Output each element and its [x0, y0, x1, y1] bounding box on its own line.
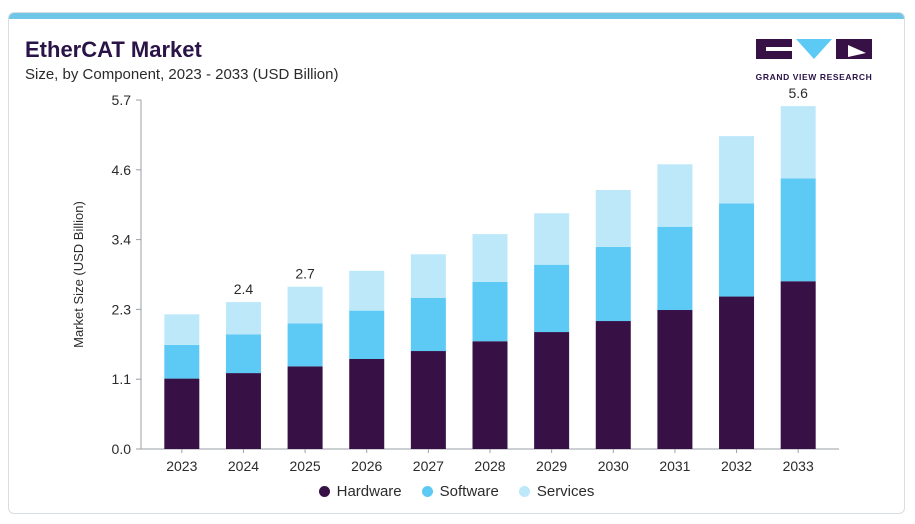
y-axis-title: Market Size (USD Billion)	[71, 201, 86, 348]
logo-text: GRAND VIEW RESEARCH	[755, 72, 873, 82]
bar-services-2028	[472, 234, 508, 282]
bar-hardware-2031	[657, 310, 693, 449]
y-tick-label: 3.4	[112, 232, 132, 248]
bar-services-2026	[349, 270, 385, 311]
bar-services-2029	[534, 213, 570, 265]
bar-hardware-2025	[287, 366, 323, 449]
legend-label: Services	[536, 483, 595, 500]
bar-services-2032	[719, 136, 755, 204]
bar-hardware-2028	[472, 341, 508, 449]
bar-software-2027	[410, 297, 446, 352]
x-tick-label: 2031	[659, 458, 690, 474]
bar-services-2027	[410, 254, 446, 298]
bar-software-2026	[349, 310, 385, 359]
bar-software-2033	[780, 178, 816, 282]
x-tick-label: 2026	[351, 458, 382, 474]
x-tick-label: 2030	[598, 458, 629, 474]
bar-software-2030	[595, 246, 631, 322]
bar-services-2030	[595, 190, 631, 247]
bar-hardware-2033	[780, 281, 816, 449]
bar-hardware-2032	[719, 296, 755, 449]
bar-software-2023	[164, 344, 200, 379]
data-label-2025: 2.7	[295, 266, 315, 282]
bar-software-2028	[472, 281, 508, 342]
x-tick-label: 2028	[474, 458, 505, 474]
logo-mark-icon	[756, 39, 872, 59]
chart-card: EtherCAT Market Size, by Component, 2023…	[8, 12, 905, 514]
legend-label: Software	[439, 483, 499, 500]
bar-software-2032	[719, 203, 755, 297]
data-label-2024: 2.4	[234, 281, 254, 297]
x-tick-label: 2023	[166, 458, 197, 474]
bar-services-2023	[164, 314, 200, 345]
chart-subtitle: Size, by Component, 2023 - 2033 (USD Bil…	[25, 66, 339, 83]
bar-hardware-2024	[225, 373, 261, 449]
bar-software-2025	[287, 323, 323, 367]
chart-title: EtherCAT Market	[25, 37, 202, 62]
x-tick-label: 2029	[536, 458, 567, 474]
y-tick-label: 1.1	[112, 371, 132, 387]
bar-services-2031	[657, 164, 693, 227]
bar-hardware-2023	[164, 378, 200, 449]
stacked-bar-chart: 0.0 1.1 2.3 3.4 4.6 5.7 Market Size (USD Billi…	[71, 85, 839, 474]
bar-hardware-2026	[349, 358, 385, 449]
legend-swatch	[318, 486, 330, 497]
y-tick-label: 4.6	[112, 162, 132, 178]
bar-software-2029	[534, 264, 570, 333]
bar-software-2024	[225, 334, 261, 374]
y-tick-label: 2.3	[112, 301, 132, 317]
legend-label: Hardware	[336, 483, 402, 500]
chart-legend: Hardware Software Services	[9, 483, 904, 500]
x-tick-label: 2024	[228, 458, 259, 474]
bar-services-2025	[287, 286, 323, 324]
bar-services-2024	[225, 302, 261, 335]
grand-view-research-logo: GRAND VIEW RESEARCH	[744, 35, 884, 87]
y-tick-label: 5.7	[112, 92, 132, 108]
bar-services-2033	[780, 106, 816, 179]
bar-software-2031	[657, 226, 693, 311]
legend-item-software: Software	[421, 483, 499, 500]
x-tick-label: 2033	[783, 458, 814, 474]
x-tick-label: 2027	[413, 458, 444, 474]
data-label-2033: 5.6	[788, 85, 808, 101]
x-tick-label: 2032	[721, 458, 752, 474]
legend-item-hardware: Hardware	[318, 483, 402, 500]
legend-swatch	[421, 486, 433, 497]
accent-top-bar	[9, 13, 904, 19]
legend-swatch	[518, 486, 530, 497]
bar-hardware-2029	[534, 332, 570, 449]
x-tick-label: 2025	[290, 458, 321, 474]
y-tick-label: 0.0	[112, 441, 132, 457]
bar-hardware-2027	[410, 351, 446, 449]
legend-item-services: Services	[518, 483, 595, 500]
bar-hardware-2030	[595, 321, 631, 449]
